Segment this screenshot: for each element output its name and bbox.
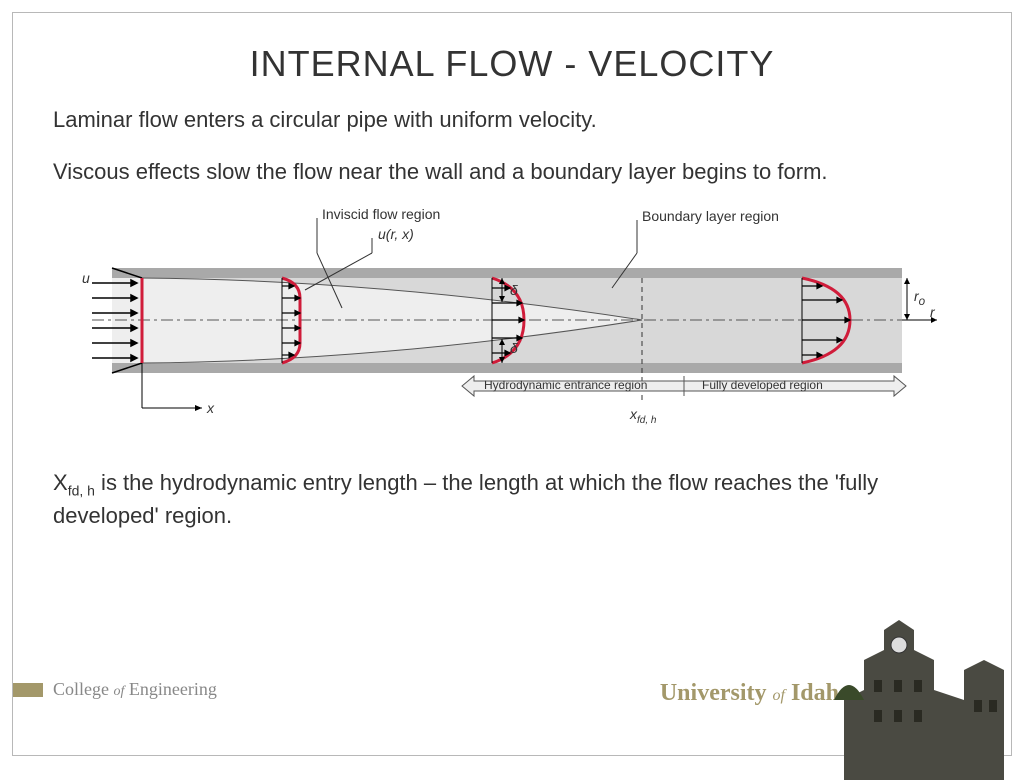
label-u: u <box>82 270 90 286</box>
label-delta-bot: δ <box>510 340 518 356</box>
label-x: x <box>207 400 214 416</box>
label-inviscid: Inviscid flow region <box>322 206 440 222</box>
label-urx: u(r, x) <box>378 226 414 242</box>
building-photo <box>824 600 1024 780</box>
paragraph-1: Laminar flow enters a circular pipe with… <box>53 105 971 135</box>
footer-university: University of Idaho <box>660 680 851 707</box>
label-developed: Fully developed region <box>702 378 823 392</box>
label-ro: ro <box>914 288 925 308</box>
footer-college: College of Engineering <box>13 679 217 700</box>
paragraph-2: Viscous effects slow the flow near the w… <box>53 157 971 187</box>
footnote: Xfd, h is the hydrodynamic entry length … <box>53 468 971 530</box>
label-delta-top: δ <box>510 282 518 298</box>
label-xfdh: xfd, h <box>630 406 656 426</box>
label-r: r <box>930 304 935 320</box>
slide-title: INTERNAL FLOW - VELOCITY <box>53 43 971 85</box>
pipe-flow-diagram: Inviscid flow region u(r, x) Boundary la… <box>82 208 942 438</box>
label-entrance: Hydrodynamic entrance region <box>484 378 647 392</box>
accent-bar <box>13 683 43 697</box>
label-boundary: Boundary layer region <box>642 208 779 224</box>
